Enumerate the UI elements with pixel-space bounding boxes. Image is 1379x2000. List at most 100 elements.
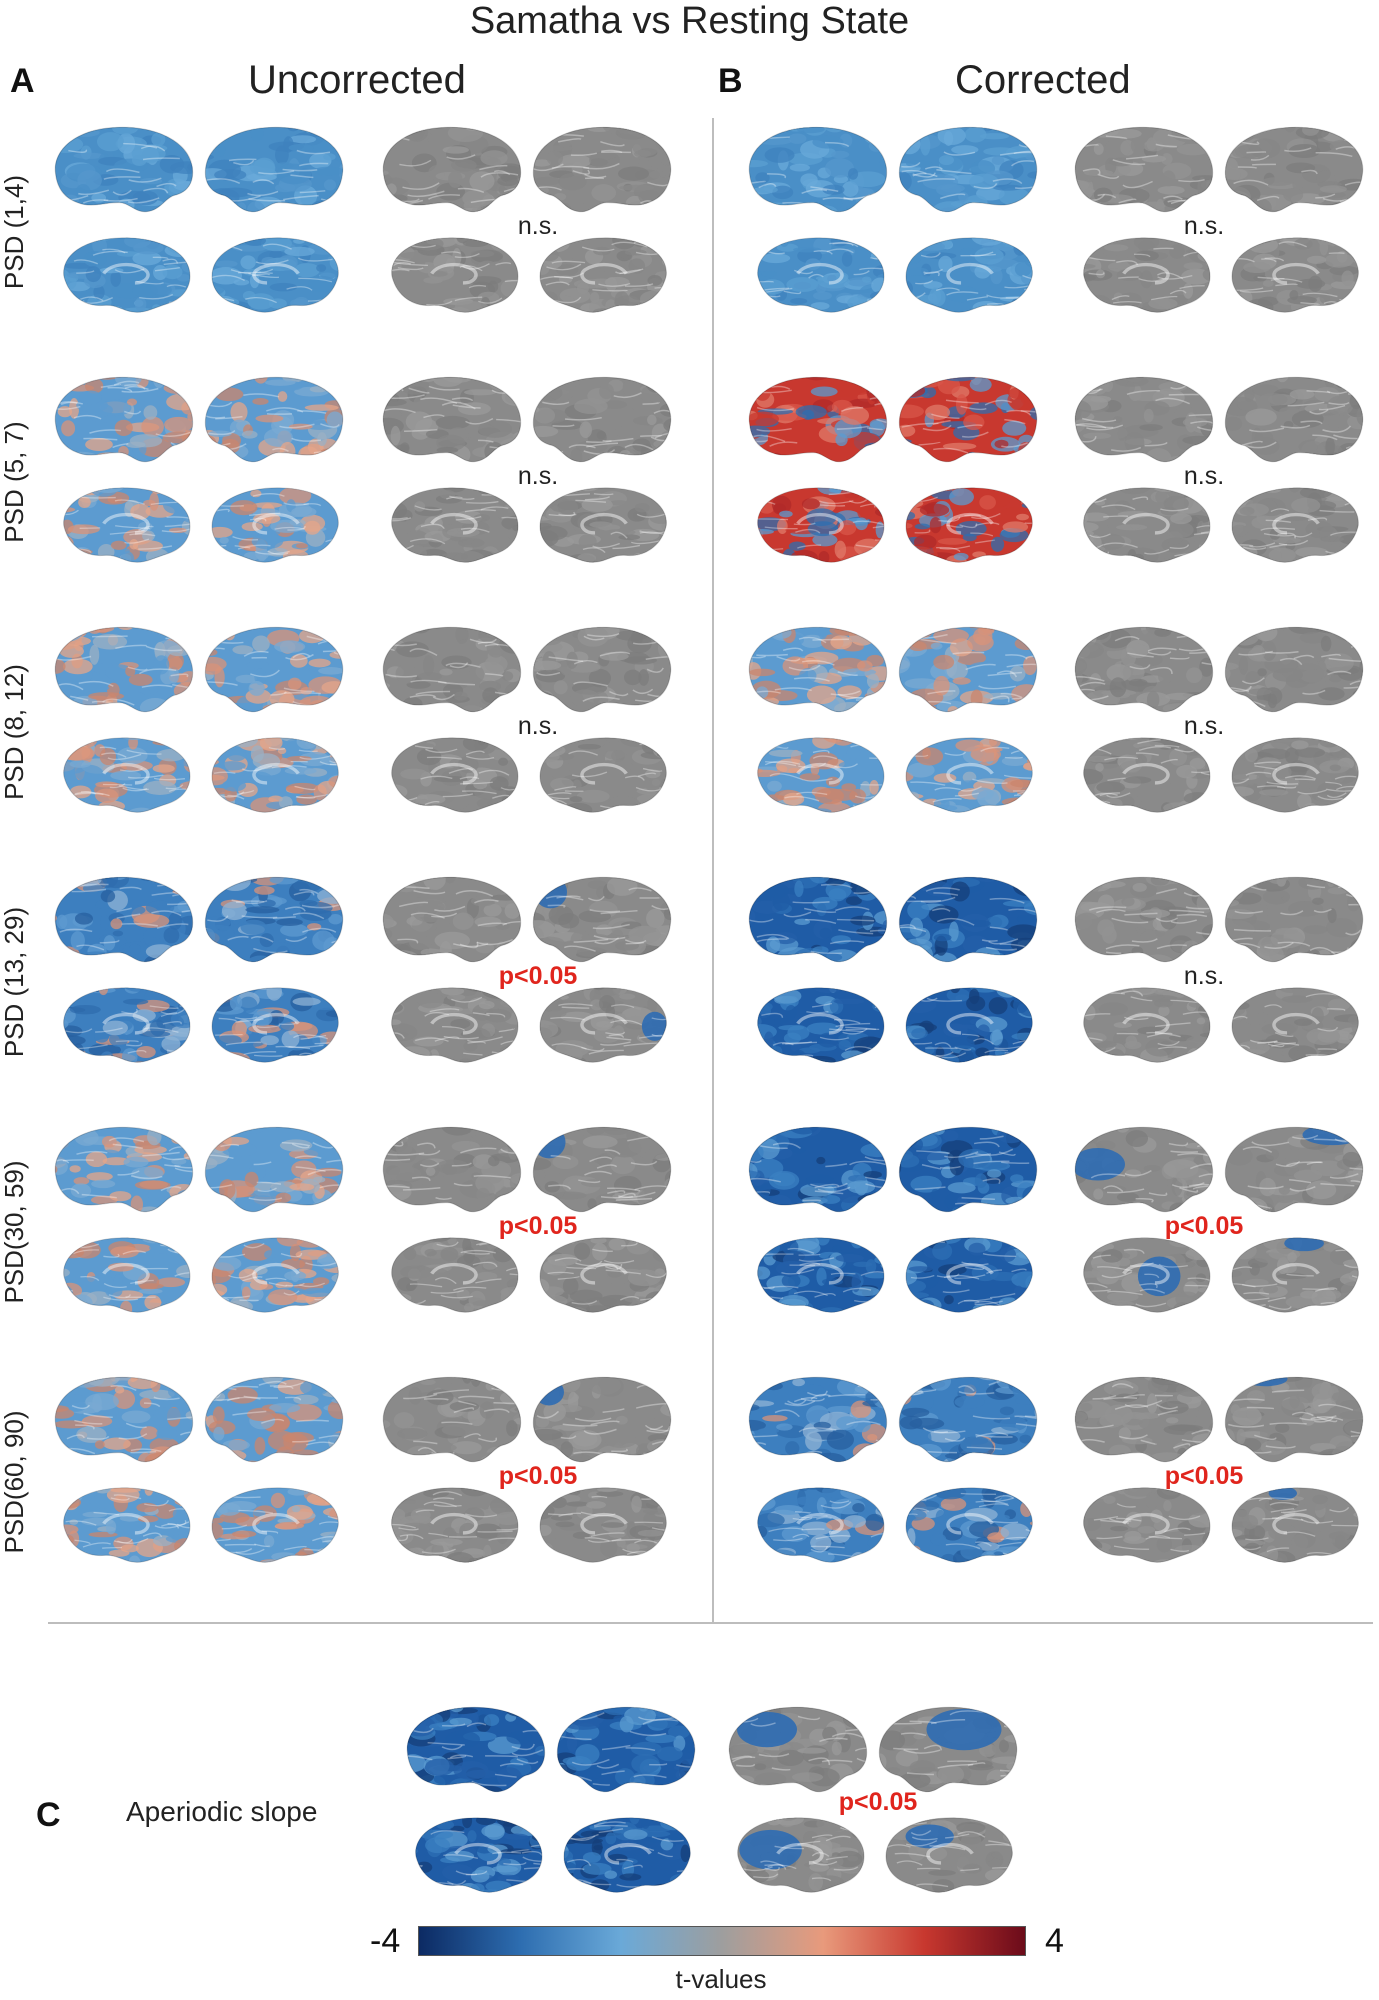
brain-medial-view bbox=[539, 1237, 667, 1313]
brain-medial-view bbox=[905, 1237, 1033, 1313]
brain-lateral-view bbox=[54, 126, 194, 213]
brain-lateral-view bbox=[748, 1376, 888, 1463]
brain-medial-view bbox=[757, 737, 885, 813]
brain-lateral-view bbox=[1224, 1376, 1364, 1463]
brain-lateral-view bbox=[1074, 1376, 1214, 1463]
brain-lateral-view bbox=[1224, 376, 1364, 463]
brain-lateral-view bbox=[54, 626, 194, 713]
brain-lateral-view bbox=[728, 1706, 868, 1793]
brain-medial-view bbox=[1083, 1237, 1211, 1313]
aperiodic-slope-label: Aperiodic slope bbox=[126, 1796, 318, 1827]
brain-medial-view bbox=[563, 1817, 691, 1893]
brain-lateral-view bbox=[532, 626, 672, 713]
brain-lateral-view bbox=[382, 1376, 522, 1463]
brain-medial-view bbox=[1083, 987, 1211, 1063]
brain-medial-view bbox=[1231, 487, 1359, 563]
brain-medial-view bbox=[757, 987, 885, 1063]
brain-lateral-view bbox=[54, 876, 194, 963]
brain-medial-view bbox=[211, 237, 339, 313]
brain-lateral-view bbox=[204, 876, 344, 963]
brain-lateral-view bbox=[898, 876, 1038, 963]
significance-uncorrected: p<0.05 bbox=[498, 1212, 578, 1240]
brain-medial-view bbox=[905, 987, 1033, 1063]
row-label: PSD (8, 12) bbox=[0, 664, 29, 800]
significance-corrected: n.s. bbox=[1183, 462, 1225, 490]
figure-title: Samatha vs Resting State bbox=[469, 0, 910, 42]
brain-medial-view bbox=[539, 487, 667, 563]
brain-lateral-view bbox=[1224, 1126, 1364, 1213]
panel-divider-horizontal bbox=[48, 1622, 1373, 1624]
aperiodic-significance: p<0.05 bbox=[838, 1788, 918, 1816]
brain-lateral-view bbox=[898, 376, 1038, 463]
brain-lateral-view bbox=[1074, 626, 1214, 713]
brain-medial-view bbox=[905, 1487, 1033, 1563]
row-label: PSD (13, 29) bbox=[0, 906, 29, 1058]
significance-corrected: p<0.05 bbox=[1164, 1462, 1244, 1490]
significance-uncorrected: n.s. bbox=[517, 212, 559, 240]
brain-lateral-view bbox=[406, 1706, 546, 1793]
brain-medial-view bbox=[391, 487, 519, 563]
colorbar-min-label: -4 bbox=[370, 1922, 401, 1960]
brain-medial-view bbox=[757, 237, 885, 313]
panel-divider-vertical bbox=[712, 118, 714, 1623]
brain-medial-view bbox=[391, 237, 519, 313]
brain-medial-view bbox=[211, 1237, 339, 1313]
brain-lateral-view bbox=[1224, 626, 1364, 713]
brain-lateral-view bbox=[748, 126, 888, 213]
brain-medial-view bbox=[905, 237, 1033, 313]
brain-medial-view bbox=[1231, 1237, 1359, 1313]
brain-lateral-view bbox=[54, 1126, 194, 1213]
brain-lateral-view bbox=[748, 876, 888, 963]
brain-lateral-view bbox=[382, 376, 522, 463]
brain-lateral-view bbox=[382, 626, 522, 713]
brain-lateral-view bbox=[532, 876, 672, 963]
brain-lateral-view bbox=[898, 126, 1038, 213]
brain-lateral-view bbox=[1074, 876, 1214, 963]
brain-lateral-view bbox=[204, 626, 344, 713]
brain-lateral-view bbox=[898, 1376, 1038, 1463]
brain-lateral-view bbox=[532, 1376, 672, 1463]
brain-medial-view bbox=[885, 1817, 1013, 1893]
brain-medial-view bbox=[391, 987, 519, 1063]
heading-corrected: Corrected bbox=[955, 58, 1131, 102]
brain-medial-view bbox=[1083, 237, 1211, 313]
brain-medial-view bbox=[391, 1237, 519, 1313]
panel-letter-a: A bbox=[10, 62, 35, 100]
brain-lateral-view bbox=[204, 1126, 344, 1213]
row-label: PSD(60, 90) bbox=[0, 1410, 29, 1554]
brain-lateral-view bbox=[54, 1376, 194, 1463]
brain-medial-view bbox=[1231, 987, 1359, 1063]
brain-lateral-view bbox=[204, 126, 344, 213]
brain-medial-view bbox=[391, 1487, 519, 1563]
brain-lateral-view bbox=[204, 376, 344, 463]
brain-lateral-view bbox=[382, 126, 522, 213]
brain-medial-view bbox=[905, 487, 1033, 563]
brain-lateral-view bbox=[1224, 876, 1364, 963]
brain-medial-view bbox=[1083, 487, 1211, 563]
brain-lateral-view bbox=[878, 1706, 1018, 1793]
row-label: PSD(30, 59) bbox=[0, 1160, 29, 1304]
brain-medial-view bbox=[905, 737, 1033, 813]
brain-lateral-view bbox=[204, 1376, 344, 1463]
brain-lateral-view bbox=[1074, 1126, 1214, 1213]
heading-uncorrected: Uncorrected bbox=[248, 58, 466, 102]
brain-medial-view bbox=[539, 1487, 667, 1563]
brain-medial-view bbox=[539, 987, 667, 1063]
brain-lateral-view bbox=[748, 626, 888, 713]
brain-lateral-view bbox=[382, 1126, 522, 1213]
brain-lateral-view bbox=[1074, 126, 1214, 213]
brain-medial-view bbox=[211, 1487, 339, 1563]
row-label: PSD (1,4) bbox=[0, 174, 29, 290]
brain-medial-view bbox=[211, 737, 339, 813]
brain-lateral-view bbox=[556, 1706, 696, 1793]
brain-medial-view bbox=[539, 737, 667, 813]
significance-corrected: n.s. bbox=[1183, 712, 1225, 740]
brain-medial-view bbox=[757, 487, 885, 563]
brain-lateral-view bbox=[748, 376, 888, 463]
panel-letter-c: C bbox=[36, 1796, 61, 1834]
brain-lateral-view bbox=[1224, 126, 1364, 213]
brain-medial-view bbox=[1083, 1487, 1211, 1563]
significance-uncorrected: p<0.05 bbox=[498, 1462, 578, 1490]
brain-lateral-view bbox=[898, 626, 1038, 713]
brain-medial-view bbox=[63, 737, 191, 813]
